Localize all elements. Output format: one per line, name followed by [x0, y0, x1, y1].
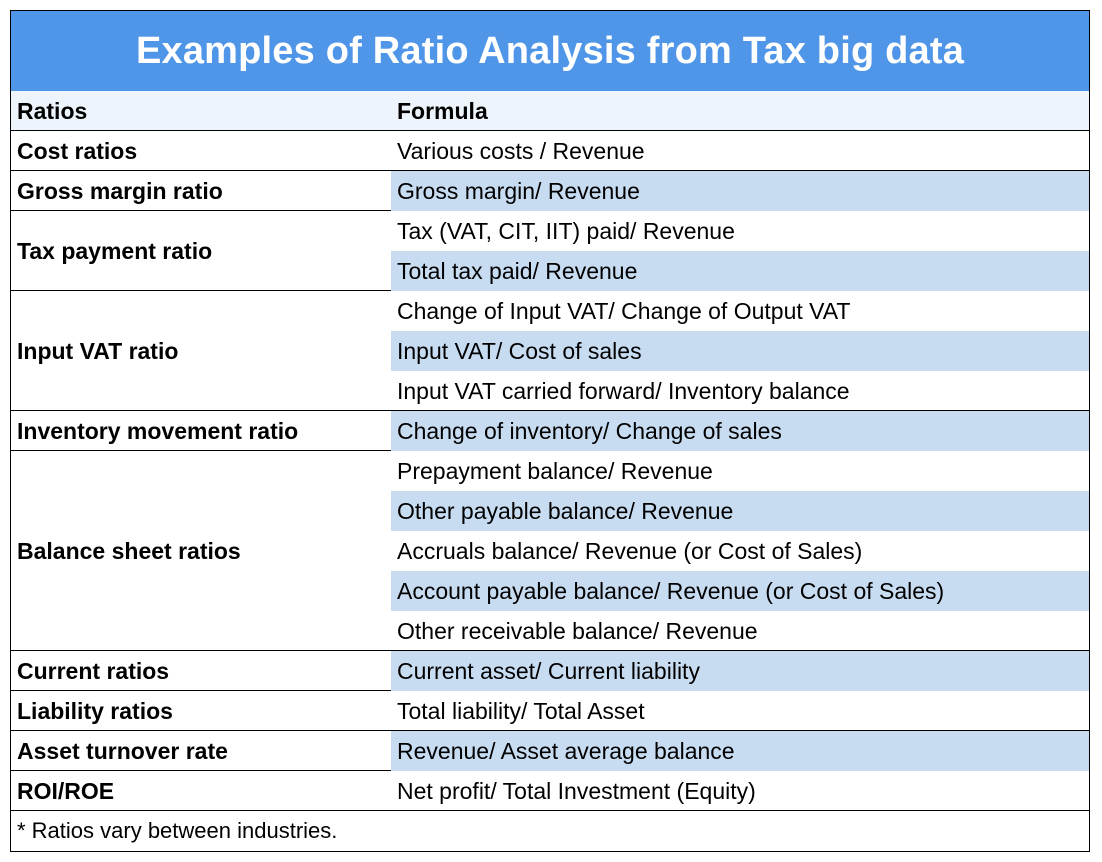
formula-text: Total tax paid/ Revenue [397, 258, 638, 284]
formula-row: Net profit/ Total Investment (Equity) [391, 771, 1089, 811]
formula-row: Various costs / Revenue [391, 131, 1089, 171]
header-row: Ratios Formula [11, 91, 1089, 131]
ratio-group: Net profit/ Total Investment (Equity) ROI… [11, 771, 1089, 811]
formula-text: Tax (VAT, CIT, IIT) paid/ Revenue [397, 218, 735, 244]
formula-row: Change of Input VAT/ Change of Output VA… [391, 291, 1089, 331]
ratio-name: Gross margin ratio [17, 178, 223, 204]
formula-text: Input VAT carried forward/ Inventory bal… [397, 378, 850, 404]
formula-text: Net profit/ Total Investment (Equity) [397, 778, 756, 804]
ratio-group: Gross margin/ Revenue Gross margin ratio [11, 171, 1089, 211]
ratio-name: Input VAT ratio [17, 338, 179, 364]
formula-row: Input VAT carried forward/ Inventory bal… [391, 371, 1089, 411]
footnote: * Ratios vary between industries. [17, 818, 338, 843]
formula-row: Other payable balance/ Revenue [391, 491, 1089, 531]
formula-text: Input VAT/ Cost of sales [397, 338, 642, 364]
formula-row: Input VAT/ Cost of sales [391, 331, 1089, 371]
ratio-group: Change of inventory/ Change of sales Inve… [11, 411, 1089, 451]
formula-text: Gross margin/ Revenue [397, 178, 640, 204]
ratio-name: Liability ratios [17, 698, 173, 724]
formula-text: Total liability/ Total Asset [397, 698, 645, 724]
formula-row: Tax (VAT, CIT, IIT) paid/ Revenue [391, 211, 1089, 251]
formula-row: Prepayment balance/ Revenue [391, 451, 1089, 491]
ratio-name: Tax payment ratio [17, 238, 213, 264]
formula-text: Other receivable balance/ Revenue [397, 618, 758, 644]
formula-row: Gross margin/ Revenue [391, 171, 1089, 211]
ratio-group: Prepayment balance/ Revenue Other payable… [11, 451, 1089, 651]
header-formula: Formula [397, 98, 488, 124]
formula-row: Accruals balance/ Revenue (or Cost of Sa… [391, 531, 1089, 571]
formula-row: Total liability/ Total Asset [391, 691, 1089, 731]
formula-text: Various costs / Revenue [397, 138, 645, 164]
ratio-table: Examples of Ratio Analysis from Tax big … [10, 10, 1090, 852]
header-ratios: Ratios [17, 98, 88, 124]
ratio-group: Tax (VAT, CIT, IIT) paid/ Revenue Total t… [11, 211, 1089, 291]
formula-text: Account payable balance/ Revenue (or Cos… [397, 578, 945, 604]
ratio-group: Total liability/ Total Asset Liability ra… [11, 691, 1089, 731]
formula-row: Total tax paid/ Revenue [391, 251, 1089, 291]
formula-text: Revenue/ Asset average balance [397, 738, 735, 764]
formula-row: Change of inventory/ Change of sales [391, 411, 1089, 451]
ratio-group: Current asset/ Current liability Current … [11, 651, 1089, 691]
formula-text: Prepayment balance/ Revenue [397, 458, 713, 484]
formula-text: Accruals balance/ Revenue (or Cost of Sa… [397, 538, 863, 564]
ratio-group: Revenue/ Asset average balance Asset turn… [11, 731, 1089, 771]
ratio-name: Cost ratios [17, 138, 138, 164]
ratio-name: ROI/ROE [17, 778, 115, 804]
ratio-group: Various costs / Revenue Cost ratios [11, 131, 1089, 171]
ratio-group: Change of Input VAT/ Change of Output VA… [11, 291, 1089, 411]
table-title: Examples of Ratio Analysis from Tax big … [11, 11, 1089, 91]
ratio-name: Inventory movement ratio [17, 418, 299, 444]
formula-row: Current asset/ Current liability [391, 651, 1089, 691]
formula-text: Change of inventory/ Change of sales [397, 418, 782, 444]
ratio-name: Balance sheet ratios [17, 538, 241, 564]
formula-row: Other receivable balance/ Revenue [391, 611, 1089, 651]
formula-text: Change of Input VAT/ Change of Output VA… [397, 298, 851, 324]
ratio-name: Asset turnover rate [17, 738, 228, 764]
formula-row: Revenue/ Asset average balance [391, 731, 1089, 771]
formula-text: Current asset/ Current liability [397, 658, 700, 684]
ratio-name: Current ratios [17, 658, 170, 684]
formula-row: Account payable balance/ Revenue (or Cos… [391, 571, 1089, 611]
formula-text: Other payable balance/ Revenue [397, 498, 734, 524]
